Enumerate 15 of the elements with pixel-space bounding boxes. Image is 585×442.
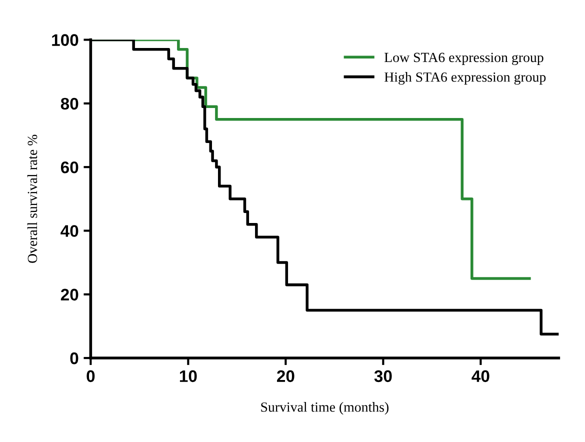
y-axis-title: Overall survival rate % xyxy=(27,134,38,263)
x-axis-title: Survival time (months) xyxy=(261,402,388,415)
x-tick-label: 20 xyxy=(276,370,294,382)
y-tick-label: 60 xyxy=(60,161,78,174)
x-tick-label: 0 xyxy=(86,370,95,382)
x-tick-label: 30 xyxy=(374,370,392,382)
x-tick-label: 40 xyxy=(472,370,490,382)
legend-label: Low STA6 expression group xyxy=(384,52,544,65)
y-tick-label: 20 xyxy=(60,288,78,301)
y-tick-label: 100 xyxy=(52,34,78,46)
y-tick-label: 0 xyxy=(70,352,78,364)
y-tick-label: 80 xyxy=(60,98,78,110)
legend-label: High STA6 expression group xyxy=(384,72,546,85)
x-tick-label: 10 xyxy=(180,370,197,382)
y-tick-label: 40 xyxy=(60,225,78,237)
